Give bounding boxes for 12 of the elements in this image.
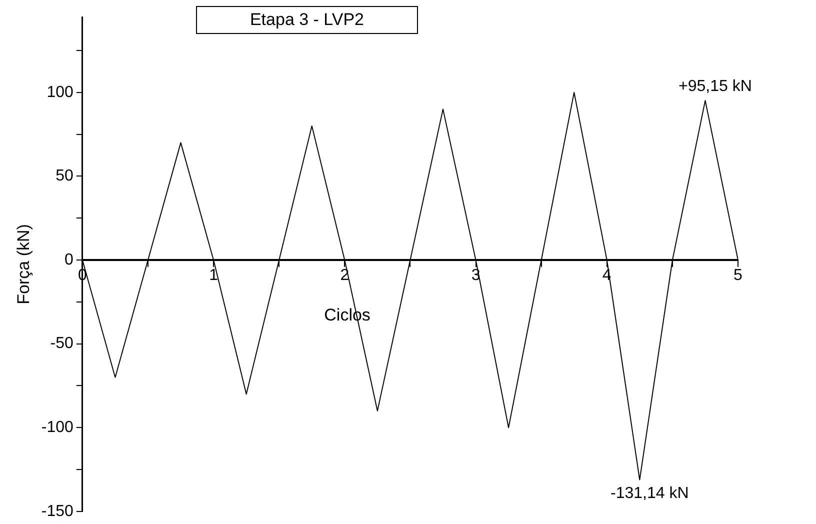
- y-tick-label: -50: [50, 335, 74, 352]
- y-tick-label: -100: [41, 419, 74, 436]
- chart-title: Etapa 3 - LVP2: [196, 6, 418, 34]
- y-tick-label: 0: [64, 251, 74, 268]
- y-tick-label: 50: [56, 168, 74, 185]
- annotation: -131,14 kN: [610, 485, 689, 502]
- y-tick-label: -150: [41, 502, 74, 520]
- annotation: +95,15 kN: [678, 78, 752, 95]
- x-tick-label: 1: [209, 267, 218, 284]
- y-axis-title: Força (kN): [14, 224, 33, 304]
- y-tick-label: 100: [46, 84, 74, 101]
- x-tick-label: 5: [734, 267, 743, 284]
